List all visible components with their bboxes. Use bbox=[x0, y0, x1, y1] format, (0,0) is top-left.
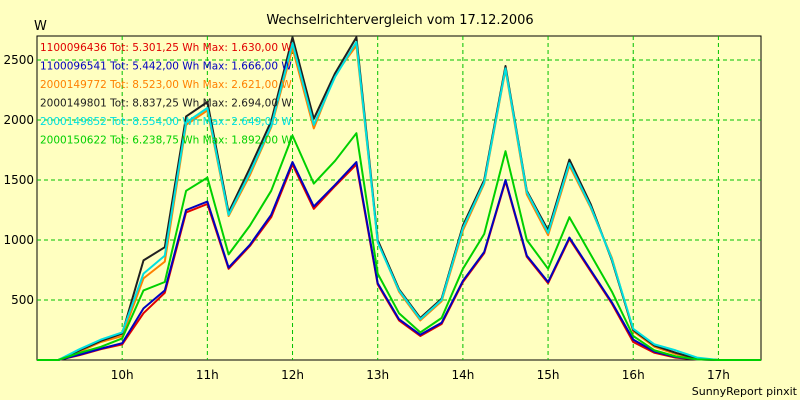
x-tick-label: 12h bbox=[281, 368, 304, 382]
plot-area bbox=[36, 35, 762, 361]
x-tick-label: 17h bbox=[707, 368, 730, 382]
y-tick-label: 2500 bbox=[3, 53, 34, 67]
x-tick-label: 11h bbox=[196, 368, 219, 382]
series-line-2 bbox=[37, 161, 761, 361]
x-tick-label: 13h bbox=[366, 368, 389, 382]
grid bbox=[37, 36, 761, 360]
series-line-6 bbox=[37, 132, 761, 361]
y-tick-label: 500 bbox=[11, 293, 34, 307]
y-tick-label: 1500 bbox=[3, 173, 34, 187]
y-axis-unit: W bbox=[34, 19, 47, 34]
legend-entry-1: 1100096436 Tot: 5.301,25 Wh Max: 1.630,0… bbox=[40, 42, 292, 54]
x-tick-label: 16h bbox=[622, 368, 645, 382]
series-line-1 bbox=[37, 163, 761, 361]
x-tick-label: 14h bbox=[451, 368, 474, 382]
legend: 1100096436 Tot: 5.301,25 Wh Max: 1.630,0… bbox=[40, 42, 292, 147]
legend-entry-5: 2000149852 Tot: 8.554,00 Wh Max: 2.649,0… bbox=[40, 116, 292, 128]
legend-entry-6: 2000150622 Tot: 6.238,75 Wh Max: 1.892,0… bbox=[40, 135, 292, 147]
x-tick-label: 15h bbox=[537, 368, 560, 382]
series-line-5 bbox=[37, 41, 761, 361]
legend-entry-2: 1100096541 Tot: 5.442,00 Wh Max: 1.666,0… bbox=[40, 61, 292, 73]
axis-ticks: 500 1000 1500 2000 2500 10h 11h 12h 13h 14h 15h 16h… bbox=[3, 53, 729, 382]
footer-credit: SunnyReport pinxit bbox=[692, 385, 798, 398]
chart-title: Wechselrichtervergleich vom 17.12.2006 bbox=[266, 13, 533, 28]
y-tick-label: 2000 bbox=[3, 113, 34, 127]
y-tick-label: 1000 bbox=[3, 233, 34, 247]
legend-entry-4: 2000149801 Tot: 8.837,25 Wh Max: 2.694,0… bbox=[40, 98, 292, 110]
x-tick-label: 10h bbox=[111, 368, 134, 382]
legend-entry-3: 2000149772 Tot: 8.523,00 Wh Max: 2.621,0… bbox=[40, 79, 292, 91]
series-lines bbox=[37, 36, 761, 361]
